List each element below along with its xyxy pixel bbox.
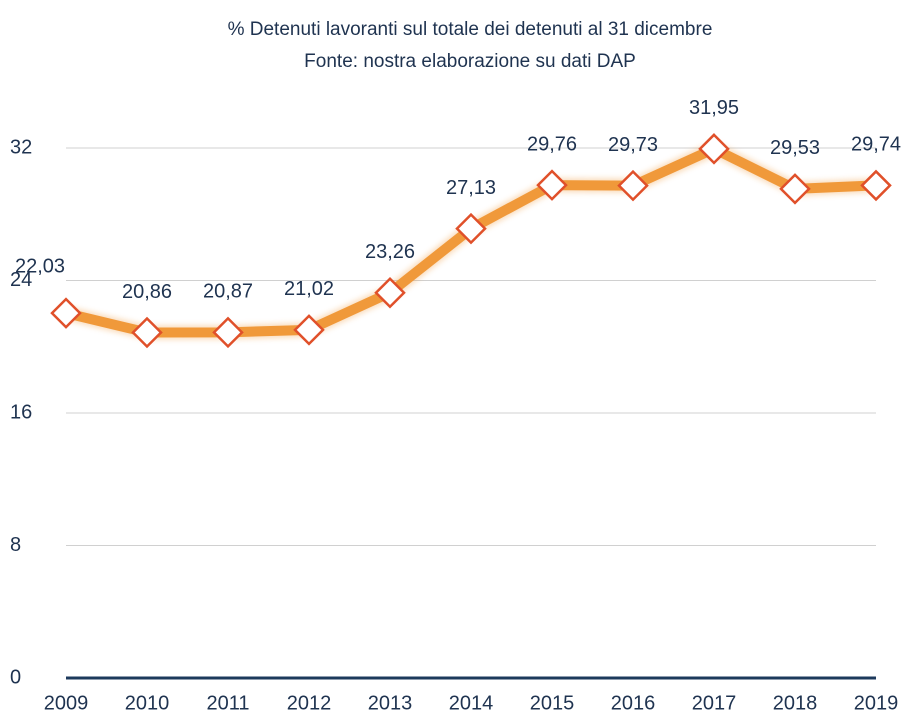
x-tick-label: 2014 [449, 692, 494, 714]
marker [455, 212, 487, 245]
data-label: 21,02 [284, 278, 334, 300]
data-label: 29,73 [608, 134, 658, 156]
x-tick-label: 2015 [530, 692, 575, 714]
chart-title: % Detenuti lavoranti sul totale dei dete… [228, 19, 713, 40]
marker [698, 133, 730, 165]
data-label: 29,76 [527, 133, 577, 155]
x-tick-label: 2009 [44, 692, 89, 714]
data-label: 20,86 [122, 281, 172, 303]
marker [293, 314, 325, 346]
marker [50, 297, 82, 329]
y-tick-label: 8 [10, 534, 21, 556]
marker [131, 316, 163, 349]
x-tick-label: 2013 [368, 692, 413, 714]
x-tick-label: 2019 [854, 692, 899, 714]
marker [212, 316, 244, 349]
marker [860, 169, 892, 202]
data-label: 29,53 [770, 137, 820, 159]
marker [779, 173, 811, 205]
y-tick-label: 16 [10, 401, 32, 423]
y-tick-label: 32 [10, 136, 32, 158]
x-tick-label: 2010 [125, 692, 170, 714]
y-tick-label: 24 [10, 269, 32, 291]
x-tick-label: 2012 [287, 692, 332, 714]
data-label: 22,03 [15, 255, 65, 277]
x-tick-label: 2017 [692, 692, 737, 714]
x-tick-label: 2011 [206, 692, 249, 714]
x-tick-label: 2018 [773, 692, 818, 714]
chart-subtitle: Fonte: nostra elaborazione su dati DAP [304, 51, 636, 72]
data-label: 27,13 [446, 177, 496, 199]
y-tick-label: 0 [10, 666, 21, 688]
marker [374, 276, 406, 309]
data-label: 20,87 [203, 281, 253, 303]
data-label: 31,95 [689, 97, 739, 119]
marker [617, 169, 649, 202]
x-tick-label: 2016 [611, 692, 656, 714]
data-label: 29,74 [851, 134, 901, 156]
marker [536, 169, 568, 201]
data-label: 23,26 [365, 241, 415, 263]
